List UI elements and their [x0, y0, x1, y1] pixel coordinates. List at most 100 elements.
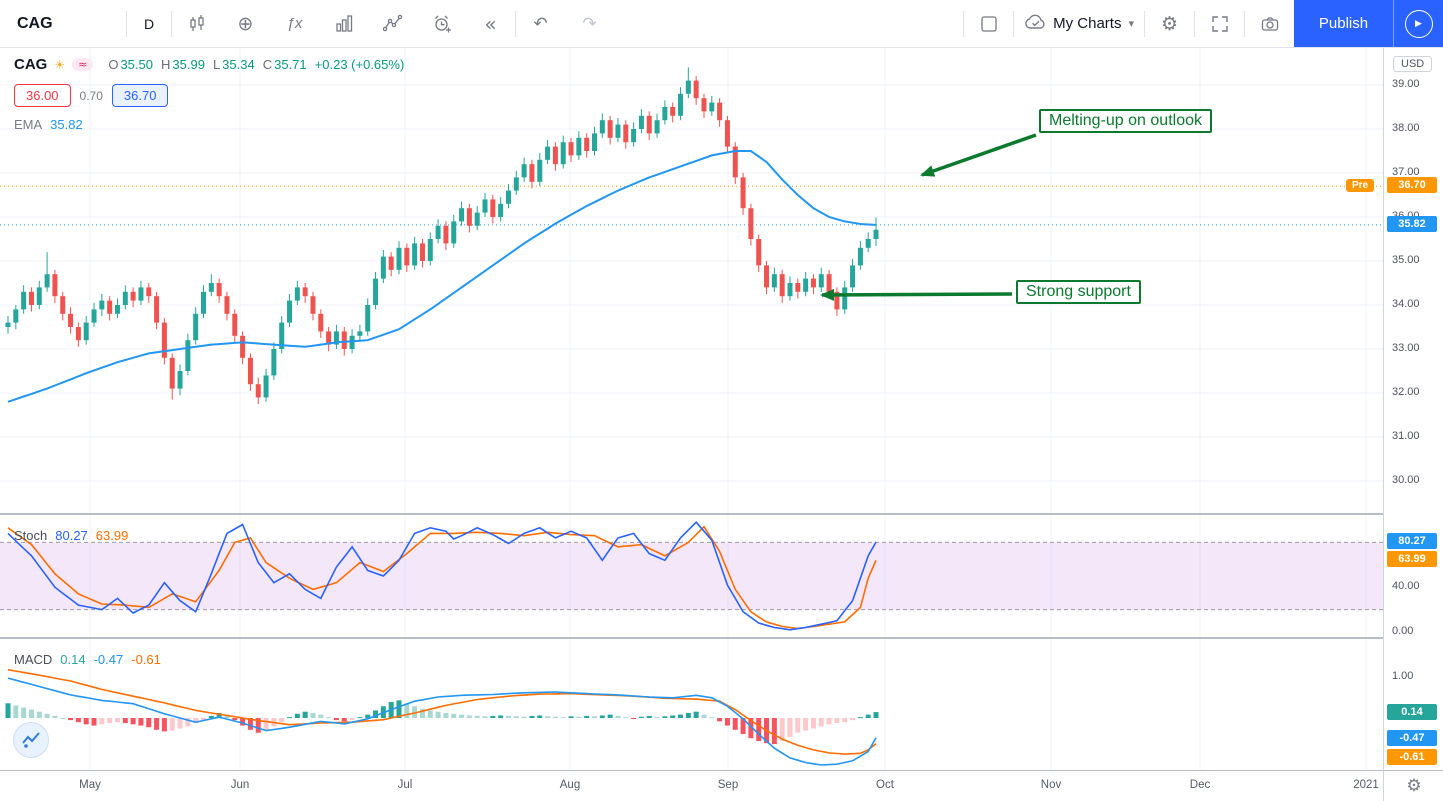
- pane-divider[interactable]: [0, 637, 1443, 639]
- price-tick: 33.00: [1392, 342, 1420, 354]
- axis-settings-gear-icon[interactable]: ⚙: [1406, 776, 1422, 796]
- toolbar-separator: [515, 10, 516, 37]
- price-axis[interactable]: USD 39.0038.0037.0036.0035.0034.0033.003…: [1383, 47, 1443, 770]
- change-value: +0.23 (+0.65%): [314, 57, 405, 72]
- sun-icon: ☀: [54, 57, 66, 72]
- toolbar-separator: [126, 10, 127, 37]
- stoch-k-badge: 80.27: [1387, 533, 1437, 549]
- macd-line-value: -0.47: [93, 652, 124, 667]
- low-label: L: [212, 57, 221, 72]
- interval-button[interactable]: D: [127, 0, 171, 47]
- macd-label[interactable]: MACD: [14, 652, 53, 667]
- time-axis-label: Sep: [717, 779, 739, 791]
- approx-badge: ≈: [72, 58, 94, 71]
- time-axis-label: Oct: [876, 779, 894, 791]
- macd-signal-value: -0.61: [131, 652, 161, 667]
- toolbar-separator: [1013, 10, 1015, 37]
- macd-pane[interactable]: [0, 639, 1383, 770]
- stoch-axis-0: 0.00: [1392, 625, 1414, 637]
- time-axis-label: Aug: [559, 779, 581, 791]
- annotation-melting-up[interactable]: Melting-up on outlook: [1039, 109, 1212, 133]
- stoch-k-value: 80.27: [55, 528, 88, 543]
- stoch-d-badge: 63.99: [1387, 551, 1437, 567]
- open-label: O: [108, 57, 119, 72]
- bar-chart-icon[interactable]: [319, 0, 368, 47]
- publish-button[interactable]: Publish: [1294, 0, 1393, 47]
- ohlc-values: O 35.50 H 35.99 L 35.34 C 35.71 +0.23 (+0.65…: [108, 57, 404, 72]
- time-axis-label: May: [79, 779, 101, 791]
- redo-icon[interactable]: ↷: [565, 0, 614, 47]
- my-charts-label: My Charts: [1053, 15, 1122, 32]
- my-charts-button[interactable]: My Charts ▾: [1014, 0, 1144, 47]
- snapshot-camera-icon[interactable]: [1245, 0, 1294, 47]
- play-icon: ▶: [1415, 18, 1422, 29]
- currency-badge[interactable]: USD: [1393, 56, 1433, 72]
- price-tick: 32.00: [1392, 386, 1420, 398]
- macd-signal-badge: -0.61: [1387, 749, 1437, 765]
- alert-clock-icon[interactable]: [417, 0, 466, 47]
- spread-value: 0.70: [79, 88, 103, 103]
- time-axis[interactable]: May Jun Jul Aug Sep Oct Nov Dec 2021: [0, 770, 1383, 801]
- pane-divider[interactable]: [0, 513, 1443, 515]
- symbol-button[interactable]: CAG: [0, 0, 126, 47]
- stoch-d-value: 63.99: [95, 528, 129, 543]
- toolbar-separator: [963, 10, 965, 37]
- ema-value: 35.82: [50, 117, 83, 132]
- high-value: 35.99: [172, 57, 205, 72]
- buy-price-button[interactable]: 36.70: [111, 84, 169, 107]
- layout-grid-icon[interactable]: [964, 0, 1013, 47]
- price-tick: 39.00: [1392, 78, 1420, 90]
- publish-arrow-button[interactable]: ▶: [1393, 0, 1443, 47]
- macd-hist-value: 0.14: [60, 652, 86, 667]
- fullscreen-icon[interactable]: [1195, 0, 1244, 47]
- time-axis-label: Jun: [230, 779, 250, 791]
- toolbar-separator: [1244, 10, 1245, 37]
- ema-price-badge: 35.82: [1387, 216, 1437, 232]
- stoch-legend: Stoch 80.27 63.99: [14, 528, 128, 543]
- ema-label[interactable]: EMA: [14, 117, 43, 132]
- macd-legend: MACD 0.14 -0.47 -0.61: [14, 652, 161, 667]
- time-axis-label: Dec: [1189, 779, 1211, 791]
- toolbar-separator: [1144, 10, 1145, 37]
- undo-icon[interactable]: ↶: [516, 0, 565, 47]
- price-tick: 35.00: [1392, 254, 1420, 266]
- replay-icon[interactable]: «: [466, 0, 515, 47]
- toolbar-separator: [171, 10, 172, 37]
- chart-type-candles-icon[interactable]: [172, 0, 221, 47]
- pre-market-price-badge: 36.70: [1387, 177, 1437, 193]
- close-label: C: [262, 57, 273, 72]
- price-legend: CAG ☀ ≈ O 35.50 H 35.99 L 35.34 C 35.71 +0.2…: [14, 56, 404, 132]
- annotation-strong-support[interactable]: Strong support: [1016, 280, 1141, 304]
- stoch-label[interactable]: Stoch: [14, 528, 48, 543]
- settings-gear-icon[interactable]: ⚙: [1145, 0, 1194, 47]
- price-tick: 37.00: [1392, 166, 1420, 178]
- price-tick: 31.00: [1392, 430, 1420, 442]
- low-value: 35.34: [222, 57, 255, 72]
- macd-axis-1: 1.00: [1392, 670, 1414, 682]
- top-toolbar: CAG D ⊕ ƒx « ↶ ↷ My Char: [0, 0, 1443, 48]
- macd-hist-badge: 0.14: [1387, 704, 1437, 720]
- price-tick: 34.00: [1392, 298, 1420, 310]
- cloud-icon: [1024, 14, 1046, 34]
- open-value: 35.50: [120, 57, 153, 72]
- legend-symbol[interactable]: CAG: [14, 56, 48, 73]
- price-tick: 38.00: [1392, 122, 1420, 134]
- macd-line-badge: -0.47: [1387, 730, 1437, 746]
- price-tick: 30.00: [1392, 474, 1420, 486]
- indicator-templates-icon[interactable]: [368, 0, 417, 47]
- axis-corner: ⚙: [1383, 770, 1443, 801]
- platform-logo: [13, 722, 49, 758]
- indicators-fx-icon[interactable]: ƒx: [270, 0, 319, 47]
- stochastic-pane[interactable]: [0, 515, 1383, 637]
- sell-price-button[interactable]: 36.00: [14, 84, 71, 107]
- toolbar-separator: [1194, 10, 1195, 37]
- time-axis-label: 2021: [1353, 779, 1379, 791]
- time-axis-label: Jul: [397, 779, 413, 791]
- stoch-axis-40: 40.00: [1392, 580, 1420, 592]
- pre-market-pill: Pre: [1346, 179, 1375, 192]
- compare-icon[interactable]: ⊕: [221, 0, 270, 47]
- high-label: H: [161, 57, 171, 72]
- time-axis-label: Nov: [1040, 779, 1062, 791]
- chevron-down-icon: ▾: [1128, 17, 1134, 30]
